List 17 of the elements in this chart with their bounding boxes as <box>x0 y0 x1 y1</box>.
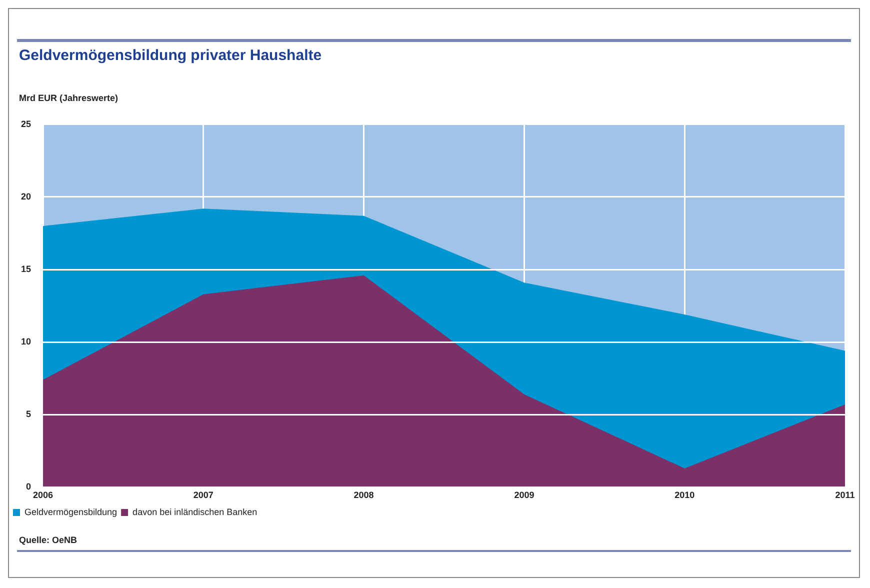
x-tick-label: 2011 <box>835 490 855 500</box>
y-tick-label: 25 <box>20 118 32 129</box>
x-tick-label: 2010 <box>674 490 695 500</box>
chart-title: Geldvermögensbildung privater Haushalte <box>19 47 322 64</box>
x-tick-label: 2006 <box>32 490 54 500</box>
y-tick-label: 15 <box>20 264 32 274</box>
x-tick-label: 2009 <box>514 490 534 500</box>
y-tick-label: 0 <box>26 482 32 492</box>
y-tick-label: 10 <box>20 336 32 347</box>
y-axis-title: Mrd EUR (Jahreswerte) <box>19 93 118 103</box>
source-note: Quelle: OeNB <box>19 535 78 545</box>
legend-label: Geldvermögensbildung <box>24 506 118 517</box>
x-tick-label: 2008 <box>354 490 374 500</box>
legend-label: davon bei inländischen Banken <box>132 506 258 517</box>
x-tick-label: 2007 <box>193 490 214 500</box>
y-tick-label: 20 <box>20 191 32 202</box>
y-tick-label: 5 <box>26 409 32 420</box>
